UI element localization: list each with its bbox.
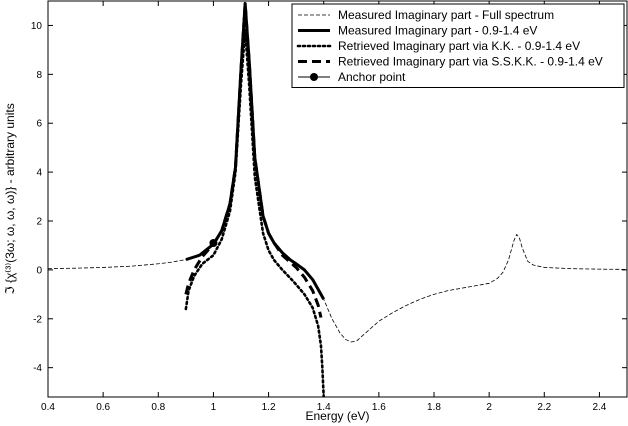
x-tick-label: 0.4 [41,402,55,413]
legend-marker [310,73,318,81]
y-axis-label: ℑ {χ⁽³⁾(3ω; ω, ω, ω)} - arbitrary units [3,103,17,294]
legend-label: Retrieved Imaginary part via K.K. - 0.9-… [338,39,580,53]
anchor-point-marker [209,239,218,247]
legend-items: Measured Imaginary part - Full spectrum M… [296,8,603,84]
y-tick-label: 4 [36,168,42,179]
series-group [48,1,627,397]
legend-label: Measured Imaginary part - 0.9-1.4 eV [338,24,537,38]
x-tick-label: 1.4 [317,402,331,413]
legend-item-4: Retrieved Imaginary part via S.S.K.K. - … [298,55,603,69]
y-tick-label: 2 [36,217,42,228]
x-tick-label: 1.6 [372,402,386,413]
x-tick-label: 0.6 [96,402,110,413]
legend: Measured Imaginary part - Full spectrum M… [291,3,625,88]
legend-item-2: Measured Imaginary part - 0.9-1.4 eV [298,24,537,38]
y-tick-label: -2 [33,314,42,325]
y-tick-label: 8 [36,70,42,81]
series-line-4 [184,1,323,318]
x-tick-label: 2.2 [537,402,551,413]
x-axis-label: Energy (eV) [305,409,369,423]
legend-label: Measured Imaginary part - Full spectrum [338,8,554,22]
plot-layer [48,1,627,397]
ticks-layer: 0.4 0.6 0.8 1 1.2 1.4 1.6 1.8 2 2.2 2.4 -4 -2 0 2 4 6 8 10 [31,1,627,413]
legend-label: Anchor point [338,70,406,84]
x-tick-label: 1.8 [427,402,441,413]
plot-frame [47,0,628,398]
x-tick-label: 1 [211,402,217,413]
y-tick-label: -4 [33,363,42,374]
legend-item-1: Measured Imaginary part - Full spectrum [298,8,554,22]
series-line-3 [184,29,326,397]
y-tick-label: 10 [31,21,43,32]
x-tick-label: 2 [486,402,492,413]
x-tick-label: 0.8 [151,402,165,413]
x-tick-label: 1.2 [262,402,276,413]
y-tick-label: 0 [36,265,42,276]
legend-label: Retrieved Imaginary part via S.S.K.K. - … [338,55,603,69]
y-tick-label: 6 [36,119,42,130]
legend-item-3: Retrieved Imaginary part via K.K. - 0.9-… [296,39,580,53]
x-tick-label: 2.4 [592,402,606,413]
legend-box [291,3,625,88]
legend-item-5: Anchor point [298,70,406,84]
